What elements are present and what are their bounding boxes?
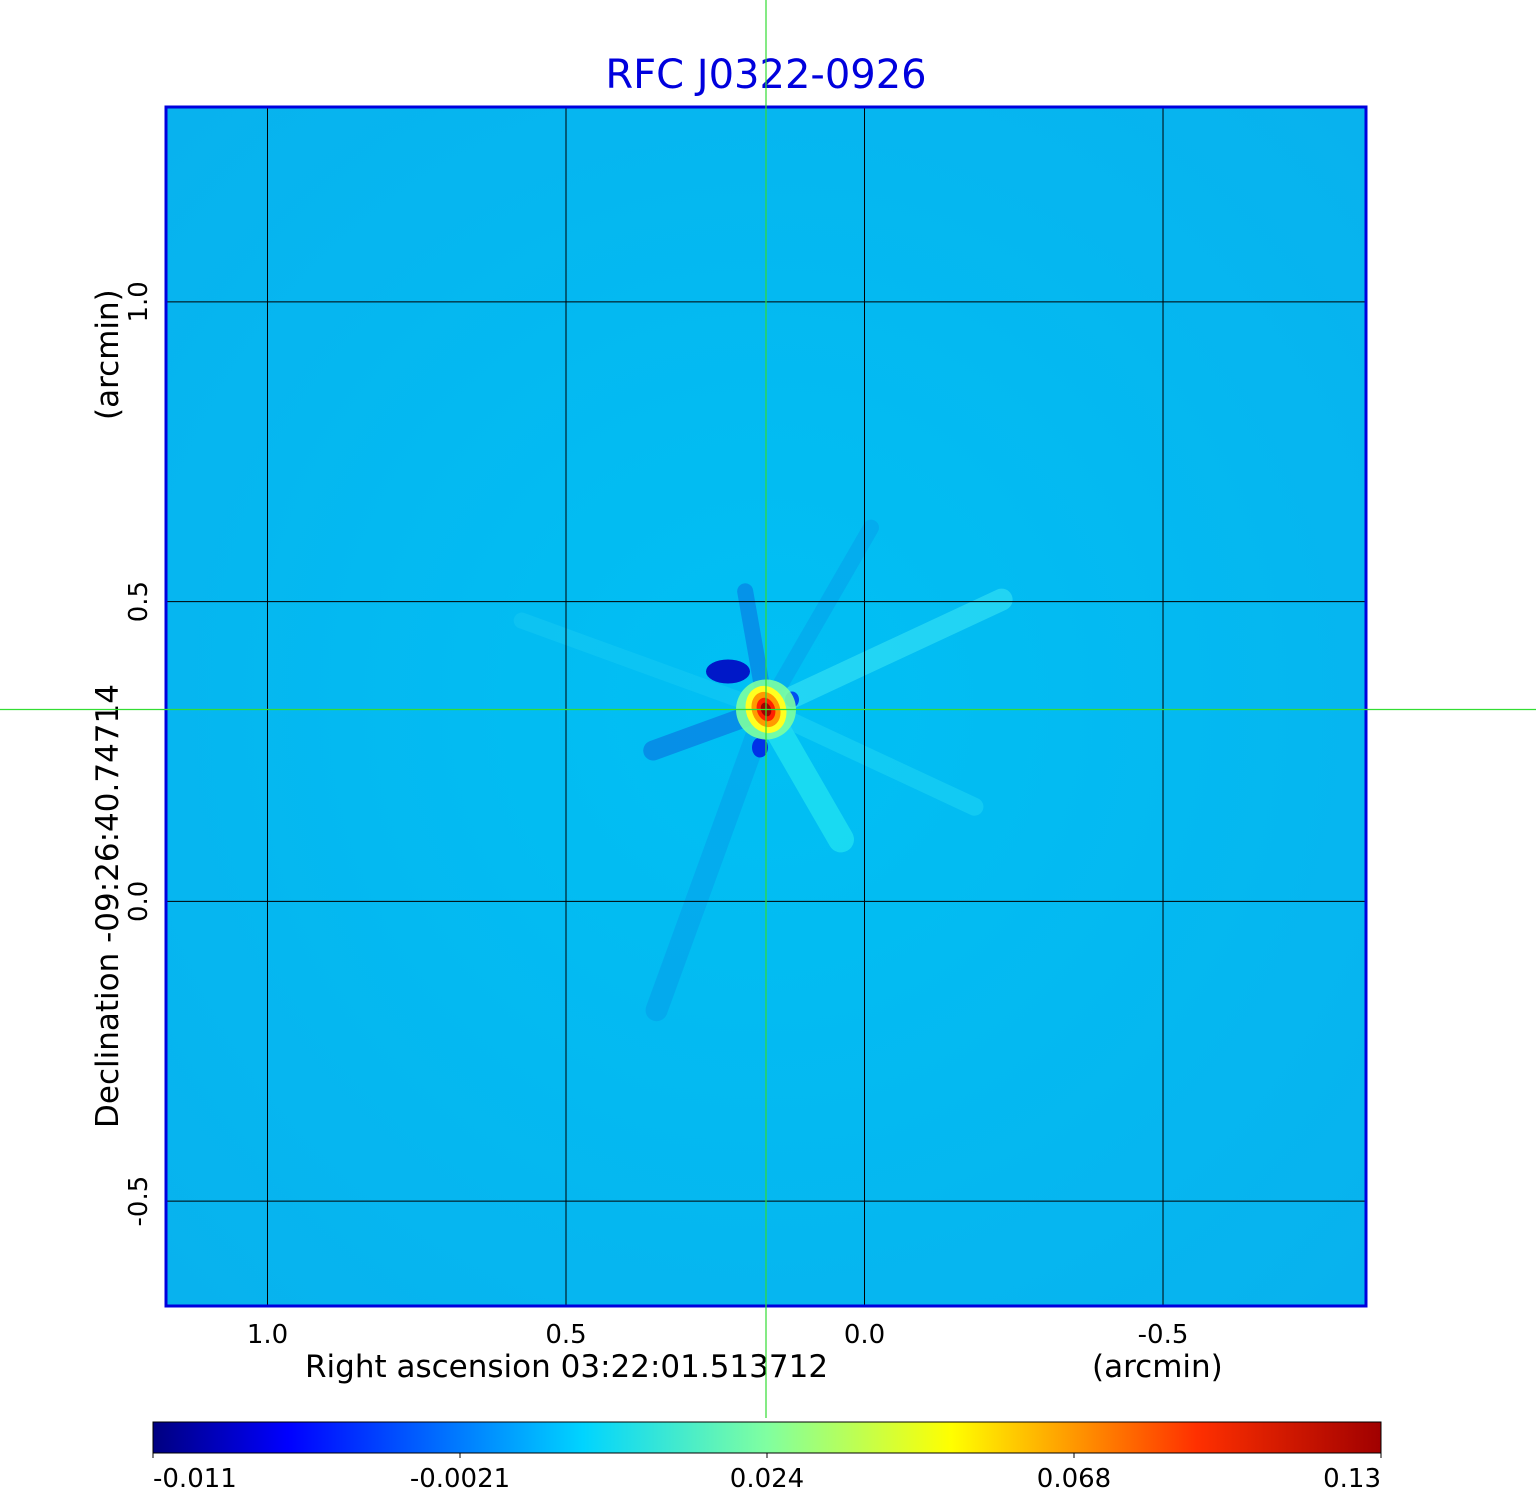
colorbar-tick-label: -0.0021 <box>410 1464 510 1494</box>
y-tick-label: 0.0 <box>124 881 154 922</box>
x-tick-label: -0.5 <box>1138 1320 1189 1350</box>
y-axis-unit-label: (arcmin) <box>90 289 126 420</box>
y-tick-label: 1.0 <box>124 281 154 322</box>
y-axis-label: Declination -09:26:40.74714 <box>90 684 126 1128</box>
colorbar-tick-label: -0.011 <box>153 1464 237 1494</box>
negative-lobe <box>706 659 750 684</box>
x-axis-label: Right ascension 03:22:01.513712 <box>305 1349 828 1385</box>
y-tick-label: 0.5 <box>124 581 154 622</box>
emission-ray <box>757 700 984 816</box>
colorbar-tick-label: 0.13 <box>1323 1464 1381 1494</box>
x-tick-label: 1.0 <box>247 1320 288 1350</box>
emission-ray <box>645 698 777 1022</box>
emission-ray <box>755 588 1013 721</box>
x-tick-label: 0.0 <box>844 1320 885 1350</box>
y-tick-label: -0.5 <box>124 1176 154 1227</box>
colorbar-tick-label: 0.068 <box>1037 1464 1111 1494</box>
colorbar-tick-label: 0.024 <box>730 1464 804 1494</box>
negative-lobe <box>752 737 768 758</box>
x-axis-unit-label: (arcmin) <box>1092 1349 1223 1385</box>
emission-ray <box>513 612 774 718</box>
colorbar-gradient <box>152 1421 1382 1454</box>
colorbar: -0.011 -0.0021 0.024 0.068 0.13 <box>152 1421 1382 1494</box>
x-tick-label: 0.5 <box>545 1320 586 1350</box>
emission-ray <box>758 519 879 718</box>
